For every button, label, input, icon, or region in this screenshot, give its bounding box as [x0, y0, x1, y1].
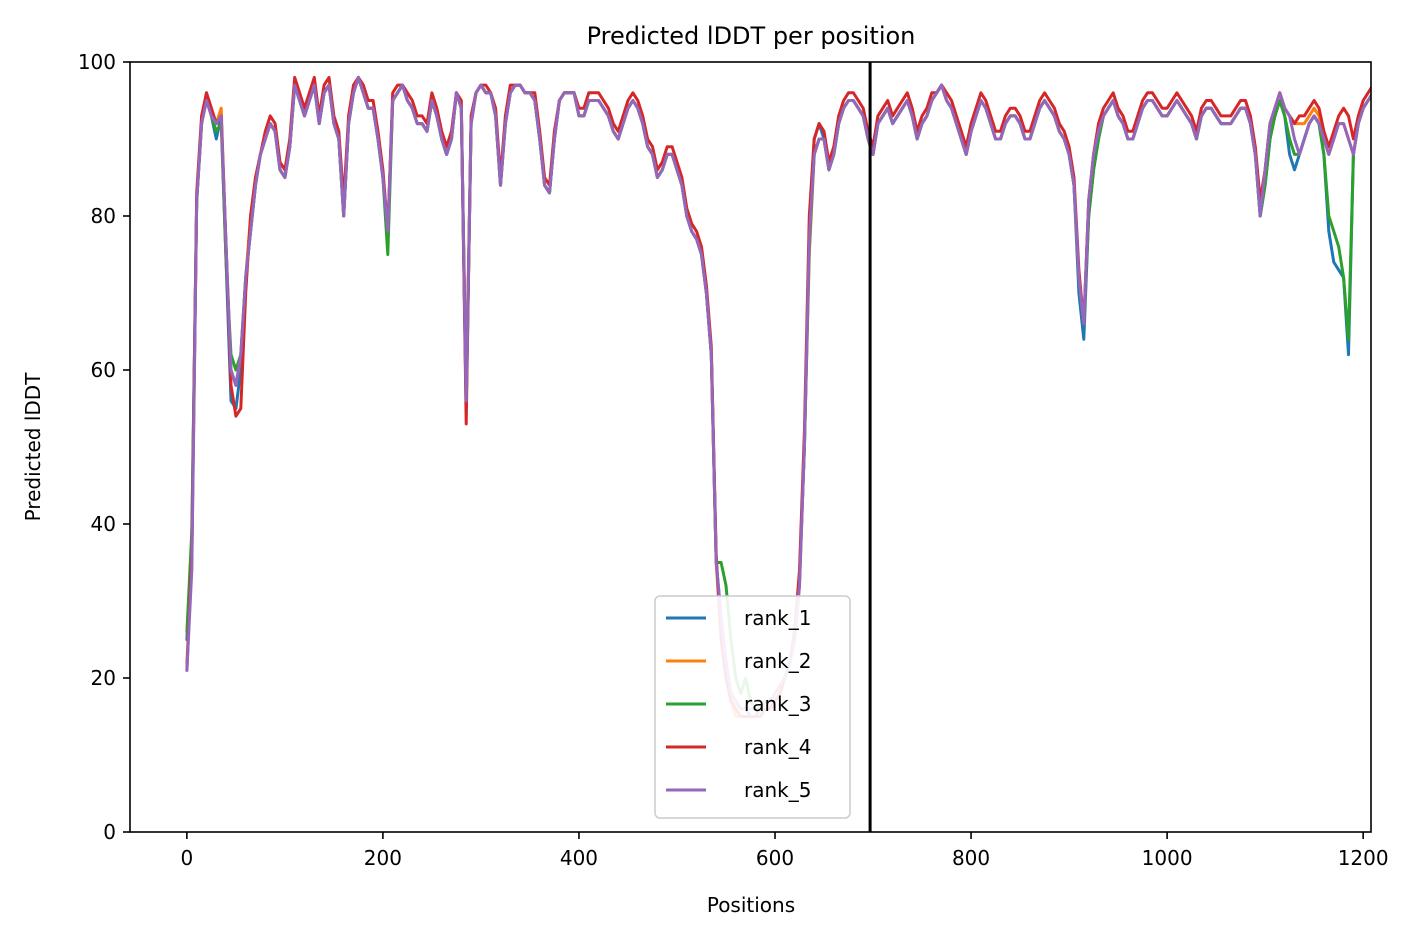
y-tick-label: 80 — [91, 204, 116, 228]
plot-area — [129, 61, 1372, 833]
x-tick-label: 0 — [180, 846, 193, 870]
y-tick-label: 0 — [103, 820, 116, 844]
legend-label-rank-3: rank_3 — [744, 692, 811, 716]
x-axis-title: Positions — [707, 893, 795, 917]
x-tick-label: 1200 — [1338, 846, 1389, 870]
legend-items: rank_1 rank_2 rank_3 rank_4 rank_5 — [666, 606, 811, 802]
y-tick-label: 40 — [91, 512, 116, 536]
plot-frame — [129, 61, 1372, 833]
y-tick-label: 20 — [91, 666, 116, 690]
x-tick-label: 800 — [952, 846, 990, 870]
legend: rank_1 rank_2 rank_3 rank_4 rank_5 — [654, 595, 851, 819]
x-tick-label: 200 — [364, 846, 402, 870]
x-tick-label: 1000 — [1142, 846, 1193, 870]
series-group — [185, 75, 1371, 718]
y-axis-title: Predicted lDDT — [21, 372, 45, 522]
x-axis: 0 200 400 600 800 1000 1200 — [180, 832, 1389, 870]
x-tick-label: 600 — [756, 846, 794, 870]
y-tick-label: 60 — [91, 358, 116, 382]
chart-title: Predicted lDDT per position — [587, 22, 916, 50]
legend-label-rank-5: rank_5 — [744, 778, 811, 802]
y-tick-label: 100 — [78, 50, 116, 74]
y-axis: 0 20 40 60 80 100 — [78, 50, 130, 844]
series-line-rank-5 — [185, 75, 1371, 711]
legend-box — [654, 595, 851, 819]
x-tick-label: 400 — [560, 846, 598, 870]
legend-label-rank-1: rank_1 — [744, 606, 811, 630]
legend-label-rank-2: rank_2 — [744, 649, 811, 673]
legend-label-rank-4: rank_4 — [744, 735, 811, 759]
